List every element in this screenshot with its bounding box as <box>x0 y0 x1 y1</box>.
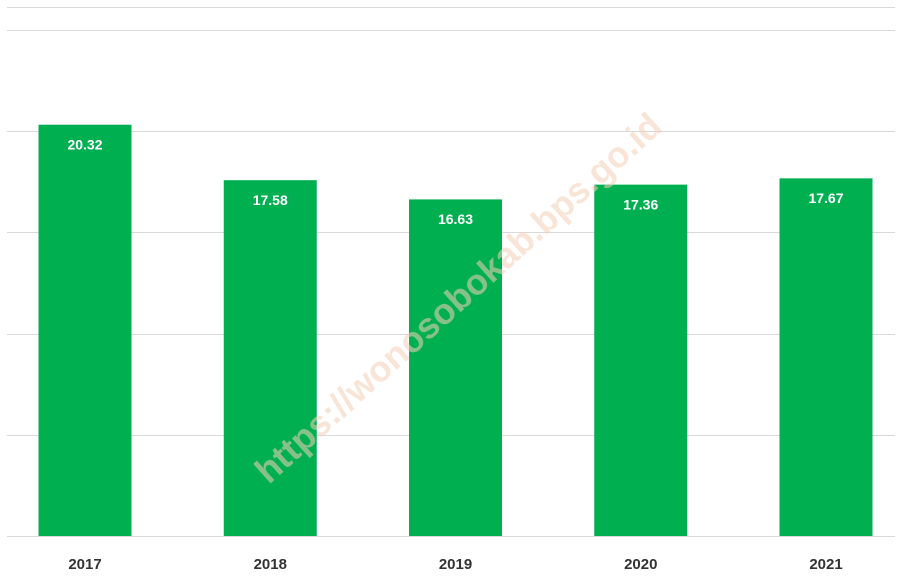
bar <box>223 180 317 537</box>
x-tick-label: 2019 <box>439 556 472 573</box>
data-label: 17.58 <box>253 192 288 208</box>
x-tick-label: 2020 <box>624 556 657 573</box>
data-label: 17.67 <box>808 190 843 206</box>
bar <box>594 184 688 536</box>
bar <box>38 124 132 536</box>
x-tick-label: 2018 <box>254 556 287 573</box>
bar <box>409 199 502 536</box>
x-tick-label: 2021 <box>809 556 842 573</box>
bar <box>779 178 873 537</box>
x-tick-label: 2017 <box>68 556 101 573</box>
data-label: 17.36 <box>623 196 658 212</box>
data-label: 16.63 <box>438 211 473 227</box>
data-label: 20.32 <box>67 136 102 152</box>
